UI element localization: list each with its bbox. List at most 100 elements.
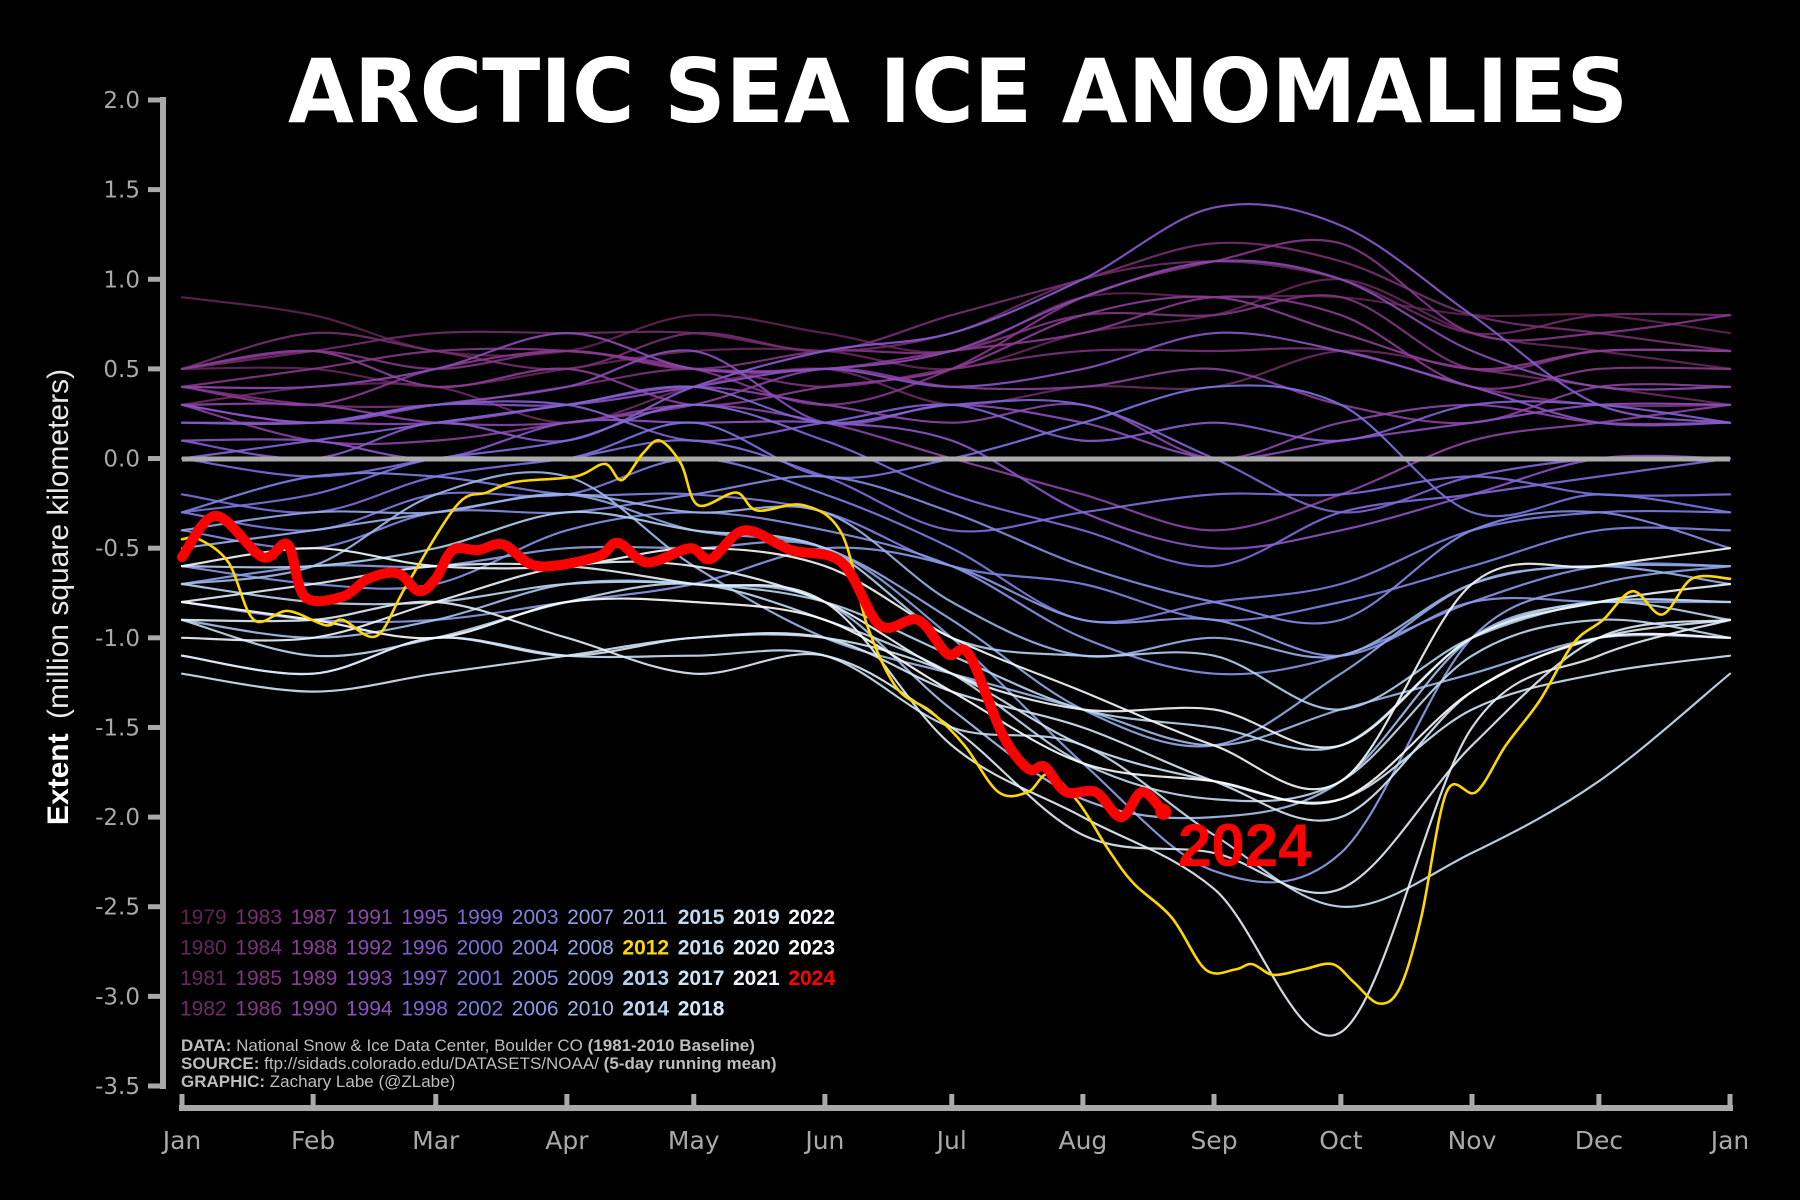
footer-graphic: GRAPHIC: Zachary Labe (@ZLabe) xyxy=(181,1072,455,1091)
y-axis-label: Extent (million square kilometers) xyxy=(42,369,75,825)
x-tick-label: Nov xyxy=(1448,1126,1497,1155)
x-tick-label: Mar xyxy=(412,1126,460,1155)
legend-entry-2004: 2004 xyxy=(512,937,559,960)
chart-title: ARCTIC SEA ICE ANOMALIES xyxy=(288,40,1628,143)
legend-entry-1984: 1984 xyxy=(235,937,282,960)
series-line-2019 xyxy=(180,600,1732,895)
y-tick-label: 0.5 xyxy=(103,357,140,383)
legend-entry-2003: 2003 xyxy=(512,906,559,929)
highlight-lines xyxy=(177,439,1732,1005)
x-tick-label: Apr xyxy=(545,1126,589,1155)
year-legend: 1979 1980 1981 1982 1983 1984 1985 1986 1987 1988… xyxy=(180,906,835,1021)
x-tick-label: Jun xyxy=(803,1126,844,1155)
legend-entry-2023: 2023 xyxy=(788,937,835,960)
x-tick-label: Jan xyxy=(1709,1126,1750,1155)
legend-entry-1989: 1989 xyxy=(291,967,338,990)
x-axis: Jan Feb Mar Apr May Jun Jul Aug Sep Oct Nov Dec Jan xyxy=(161,1094,1750,1155)
y-axis-label-units: (million square kilometers) xyxy=(42,369,75,719)
y-tick-label: -2.0 xyxy=(95,805,140,831)
x-tick-label: Feb xyxy=(291,1126,335,1155)
legend-entry-2006: 2006 xyxy=(512,998,559,1021)
legend-entry-1983: 1983 xyxy=(235,906,282,929)
legend-entry-1979: 1979 xyxy=(180,906,227,929)
x-tick-label: Jan xyxy=(161,1126,202,1155)
y-tick-label: -3.5 xyxy=(95,1074,140,1100)
legend-entry-2009: 2009 xyxy=(567,967,614,990)
legend-entry-2010: 2010 xyxy=(567,998,614,1021)
series-line-2020 xyxy=(180,562,1732,1037)
legend-entry-2024: 2024 xyxy=(788,967,835,990)
legend-entry-1982: 1982 xyxy=(180,998,227,1021)
legend-entry-1994: 1994 xyxy=(346,998,393,1021)
footer-data-note: (1981-2010 Baseline) xyxy=(588,1036,755,1055)
footer-source-label: SOURCE: xyxy=(181,1054,259,1073)
x-tick-label: Sep xyxy=(1190,1126,1237,1155)
legend-entry-2015: 2015 xyxy=(678,906,725,929)
legend-entry-2013: 2013 xyxy=(622,967,669,990)
y-tick-label: 1.5 xyxy=(103,178,140,204)
legend-entry-2021: 2021 xyxy=(733,967,780,990)
legend-entry-1998: 1998 xyxy=(401,998,448,1021)
legend-entry-1990: 1990 xyxy=(291,998,338,1021)
x-tick-label: Oct xyxy=(1319,1126,1362,1155)
legend-entry-1999: 1999 xyxy=(457,906,504,929)
y-tick-label: 2.0 xyxy=(103,88,140,114)
y-tick-label: -1.5 xyxy=(95,715,140,741)
current-value-marker xyxy=(1155,803,1172,820)
x-tick-label: May xyxy=(668,1126,720,1155)
y-tick-label: -2.5 xyxy=(95,895,140,921)
legend-entry-2018: 2018 xyxy=(678,998,725,1021)
footer-source-note: (5-day running mean) xyxy=(604,1054,777,1073)
y-tick-label: 1.0 xyxy=(103,267,140,293)
legend-entry-1986: 1986 xyxy=(235,998,282,1021)
y-axis: 2.0 1.5 1.0 0.5 0.0 -0.5 -1.0 -1.5 -2.0 -2.5 -3.0 -… xyxy=(95,88,166,1100)
legend-entry-2011: 2011 xyxy=(622,906,667,929)
legend-entry-2000: 2000 xyxy=(457,937,504,960)
y-tick-label: -1.0 xyxy=(95,626,140,652)
legend-entry-1985: 1985 xyxy=(235,967,282,990)
series-line-1988 xyxy=(180,295,1732,407)
legend-entry-1995: 1995 xyxy=(401,906,448,929)
legend-entry-2007: 2007 xyxy=(567,906,614,929)
legend-entry-2002: 2002 xyxy=(457,998,504,1021)
legend-entry-2019: 2019 xyxy=(733,906,780,929)
current-year-label: 2024 xyxy=(1178,812,1312,879)
legend-entry-2008: 2008 xyxy=(567,937,614,960)
series-line-2023 xyxy=(180,597,1732,805)
footer-source-text: ftp://sidads.colorado.edu/DATASETS/NOAA/ xyxy=(264,1054,599,1073)
legend-entry-2012: 2012 xyxy=(622,937,669,960)
y-tick-label: -3.0 xyxy=(95,984,140,1010)
legend-entry-2016: 2016 xyxy=(678,937,725,960)
legend-entry-2014: 2014 xyxy=(622,998,669,1021)
footer-data: DATA: National Snow & Ice Data Center, B… xyxy=(181,1036,755,1055)
footer-source: SOURCE: ftp://sidads.colorado.edu/DATASE… xyxy=(181,1054,777,1073)
legend-entry-2005: 2005 xyxy=(512,967,559,990)
legend-entry-1980: 1980 xyxy=(180,937,227,960)
legend-entry-2022: 2022 xyxy=(788,906,835,929)
footer-credits: DATA: National Snow & Ice Data Center, B… xyxy=(181,1036,777,1091)
x-tick-label: Aug xyxy=(1058,1126,1107,1155)
series-lines xyxy=(180,202,1732,1037)
y-tick-label: 0.0 xyxy=(103,447,140,473)
footer-graphic-text: Zachary Labe (@ZLabe) xyxy=(270,1072,455,1091)
footer-data-text: National Snow & Ice Data Center, Boulder… xyxy=(236,1036,583,1055)
y-tick-label: -0.5 xyxy=(95,536,140,562)
series-line-2024 xyxy=(177,510,1169,823)
legend-entry-1996: 1996 xyxy=(401,937,448,960)
legend-entry-1993: 1993 xyxy=(346,967,393,990)
x-tick-label: Jul xyxy=(935,1126,967,1155)
y-axis-label-bold: Extent xyxy=(42,733,75,825)
x-tick-label: Dec xyxy=(1575,1126,1623,1155)
legend-entry-1991: 1991 xyxy=(346,906,393,929)
legend-entry-2020: 2020 xyxy=(733,937,780,960)
legend-entry-1988: 1988 xyxy=(291,937,338,960)
legend-entry-1981: 1981 xyxy=(180,967,227,990)
legend-entry-2017: 2017 xyxy=(678,967,725,990)
series-line-2012 xyxy=(180,439,1732,1005)
series-line-1992 xyxy=(180,259,1732,391)
legend-entry-1997: 1997 xyxy=(401,967,448,990)
legend-entry-1992: 1992 xyxy=(346,937,393,960)
legend-entry-1987: 1987 xyxy=(291,906,338,929)
footer-graphic-label: GRAPHIC: xyxy=(181,1072,265,1091)
